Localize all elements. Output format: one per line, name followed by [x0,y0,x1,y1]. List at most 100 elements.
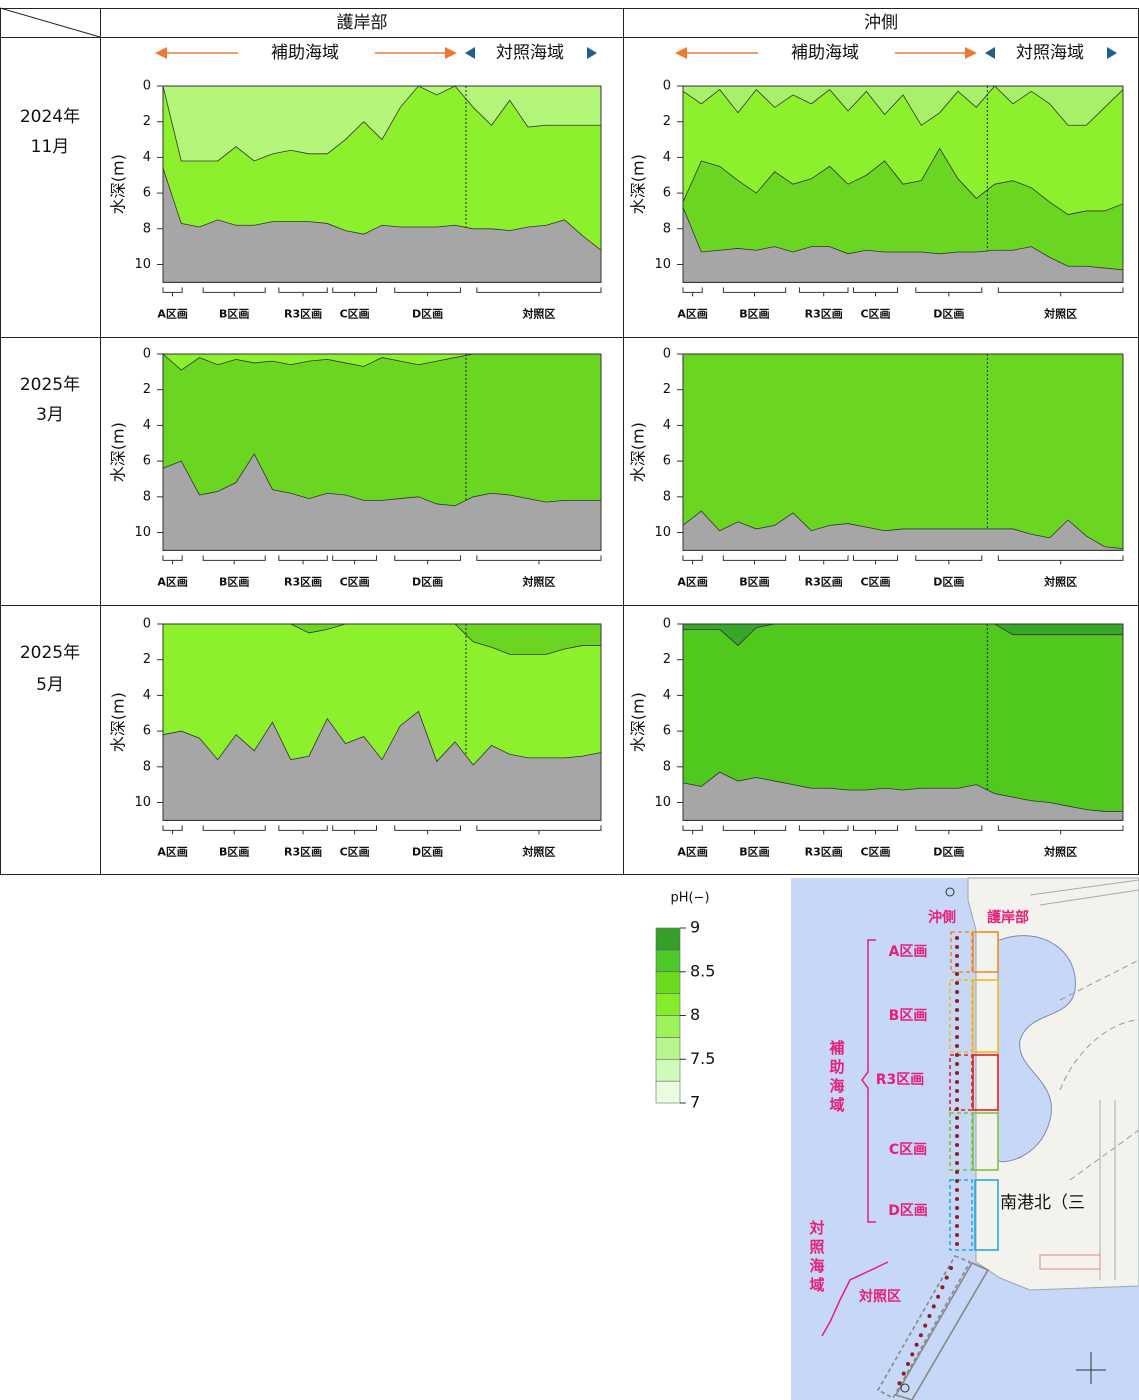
map-label: R3区画 [876,1072,925,1088]
legend-swatch [656,950,680,972]
station [955,1224,959,1228]
station [955,1089,959,1093]
legend-tick-label: 8.5 [690,961,715,980]
station [955,1035,959,1039]
station [955,1107,959,1111]
legend-tick-label: 8 [690,1005,700,1024]
station [955,1197,959,1201]
y-axis-label: 水深(m) [109,422,128,482]
station [955,1125,959,1129]
y-tick-label: 4 [143,418,151,433]
station [955,1188,959,1192]
section-bracket [854,825,898,834]
map-label: D区画 [888,1203,928,1219]
y-axis-label: 水深(m) [629,692,648,752]
y-axis-label: 水深(m) [629,422,648,482]
station [919,1333,923,1337]
y-tick-label: 10 [654,257,671,272]
station [936,1295,940,1299]
y-tick-label: 0 [143,347,151,362]
station [955,1215,959,1219]
section-bracket [203,825,265,834]
y-tick-label: 6 [663,724,671,739]
section-label: D区画 [412,575,443,588]
column-header: 護岸部 [337,13,388,33]
station [928,1314,932,1318]
arrow-head [675,47,687,59]
legend-title: pH(−) [670,891,709,906]
y-tick-label: 8 [143,759,151,774]
y-tick-label: 4 [663,150,671,165]
section-bracket [683,825,702,834]
arrow-head [587,47,597,59]
legend-tick-label: 7 [690,1093,700,1112]
section-bracket [333,555,377,564]
legend-swatch [656,972,680,994]
section-label: C区画 [340,307,370,320]
station [955,1242,959,1246]
y-tick-label: 6 [143,186,151,201]
row-label: 3月 [36,405,64,425]
station [949,1266,953,1270]
station [910,1352,914,1356]
section-bracket [916,287,982,296]
section-bracket [477,555,601,564]
section-bracket [279,555,327,564]
region-label: 対照海域 [1016,43,1084,63]
legend-swatch [656,1059,680,1081]
y-tick-label: 0 [143,617,151,632]
station [915,1343,919,1347]
section-bracket [683,287,702,296]
y-tick-label: 2 [663,382,671,397]
y-tick-label: 0 [663,79,671,94]
section-bracket [477,825,601,834]
y-tick-label: 6 [663,186,671,201]
section-label: B区画 [219,307,249,320]
y-tick-label: 2 [663,652,671,667]
y-tick-label: 0 [663,347,671,362]
section-bracket [279,287,327,296]
station [955,954,959,958]
legend-tick-label: 9 [690,918,700,937]
y-tick-label: 10 [654,795,671,810]
station [955,1116,959,1120]
legend-tick-label: 7.5 [690,1049,715,1068]
section-label: D区画 [412,307,443,320]
place-name: 南港北（三 [1000,1193,1085,1213]
section-label: B区画 [739,575,769,588]
section-label: 対照区 [1043,574,1077,588]
section-label: B区画 [219,845,249,858]
station [955,1143,959,1147]
station [955,1179,959,1183]
y-tick-label: 2 [143,382,151,397]
depth-chart: 0246810水深(m)A区画B区画R3区画C区画D区画対照区 [629,347,1124,589]
arrow-head [445,47,457,59]
arrow-head [465,47,475,59]
section-label: D区画 [933,845,964,858]
y-tick-label: 8 [663,489,671,504]
station [955,1071,959,1075]
y-tick-label: 8 [663,221,671,236]
map-label: B区画 [889,1008,928,1024]
section-bracket [916,555,982,564]
station [955,981,959,985]
station [906,1362,910,1366]
section-bracket [477,287,601,296]
arrow-head [1107,47,1117,59]
map-label: A区画 [889,944,928,960]
section-label: C区画 [340,845,370,858]
map-label: C区画 [889,1142,927,1158]
station [955,945,959,949]
section-label: C区画 [860,845,890,858]
section-label: 対照区 [521,306,555,320]
y-tick-label: 8 [143,221,151,236]
section-bracket [723,825,785,834]
arrow-head [985,47,995,59]
map-label: 沖側 [928,909,956,926]
section-bracket [998,825,1123,834]
y-tick-label: 0 [663,617,671,632]
legend-swatch [656,994,680,1016]
station [955,1053,959,1057]
